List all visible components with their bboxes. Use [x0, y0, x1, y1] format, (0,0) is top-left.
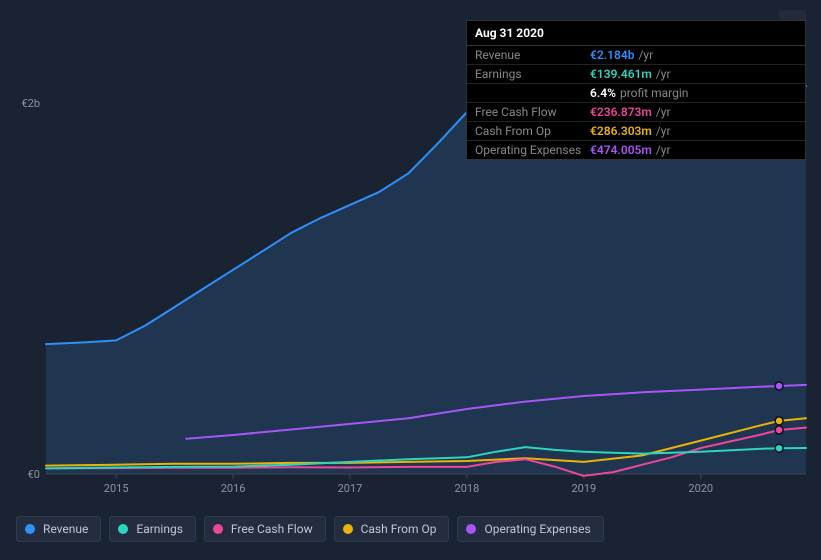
tooltip-row: Free Cash Flow€236.873m/yr: [467, 103, 805, 122]
marker-dot-opex: [775, 382, 783, 390]
tooltip-row-label: Free Cash Flow: [475, 105, 590, 119]
tooltip-row-value: 6.4%profit margin: [590, 86, 688, 100]
legend-swatch: [118, 524, 128, 534]
marker-dot-fcf: [775, 426, 783, 434]
tooltip-row-label: Cash From Op: [475, 124, 590, 138]
tooltip-row: Operating Expenses€474.005m/yr: [467, 141, 805, 159]
chart-legend: Revenue Earnings Free Cash Flow Cash From O…: [16, 516, 604, 542]
tooltip-row: Cash From Op€286.303m/yr: [467, 122, 805, 141]
legend-item[interactable]: Earnings: [109, 516, 196, 542]
x-tick-label: 2016: [221, 482, 246, 495]
legend-swatch: [25, 524, 35, 534]
x-tick-label: 2017: [338, 482, 363, 495]
tooltip-row: Revenue€2.184b/yr: [467, 46, 805, 65]
y-tick-label: €2b: [21, 97, 40, 110]
x-tick-label: 2015: [104, 482, 129, 495]
marker-dot-cashop: [775, 417, 783, 425]
tooltip-title: Aug 31 2020: [467, 21, 805, 46]
tooltip-row-value: €236.873m/yr: [590, 105, 671, 119]
tooltip-row-value: €474.005m/yr: [590, 143, 671, 157]
tooltip-row-value: €139.461m/yr: [590, 67, 671, 81]
legend-swatch: [213, 524, 223, 534]
legend-swatch: [466, 524, 476, 534]
legend-label: Cash From Op: [361, 522, 437, 536]
tooltip-row-value: €286.303m/yr: [590, 124, 671, 138]
tooltip-row: 6.4%profit margin: [467, 84, 805, 103]
tooltip-row: Earnings€139.461m/yr: [467, 65, 805, 84]
legend-label: Free Cash Flow: [231, 522, 313, 536]
y-tick-label: €0: [28, 468, 40, 481]
legend-item[interactable]: Cash From Op: [334, 516, 450, 542]
legend-label: Operating Expenses: [484, 522, 590, 536]
marker-dot-earnings: [775, 444, 783, 452]
chart-tooltip: Aug 31 2020 Revenue€2.184b/yrEarnings€13…: [466, 20, 806, 160]
tooltip-row-label: Revenue: [475, 48, 590, 62]
legend-label: Earnings: [136, 522, 183, 536]
tooltip-row-value: €2.184b/yr: [590, 48, 653, 62]
tooltip-row-label: Operating Expenses: [475, 143, 590, 157]
legend-swatch: [343, 524, 353, 534]
x-tick-label: 2020: [688, 482, 713, 495]
legend-item[interactable]: Operating Expenses: [457, 516, 603, 542]
x-tick-label: 2019: [571, 482, 596, 495]
legend-label: Revenue: [43, 522, 88, 536]
x-tick-label: 2018: [455, 482, 480, 495]
legend-item[interactable]: Revenue: [16, 516, 101, 542]
legend-item[interactable]: Free Cash Flow: [204, 516, 326, 542]
tooltip-row-label: [475, 86, 590, 100]
tooltip-row-label: Earnings: [475, 67, 590, 81]
